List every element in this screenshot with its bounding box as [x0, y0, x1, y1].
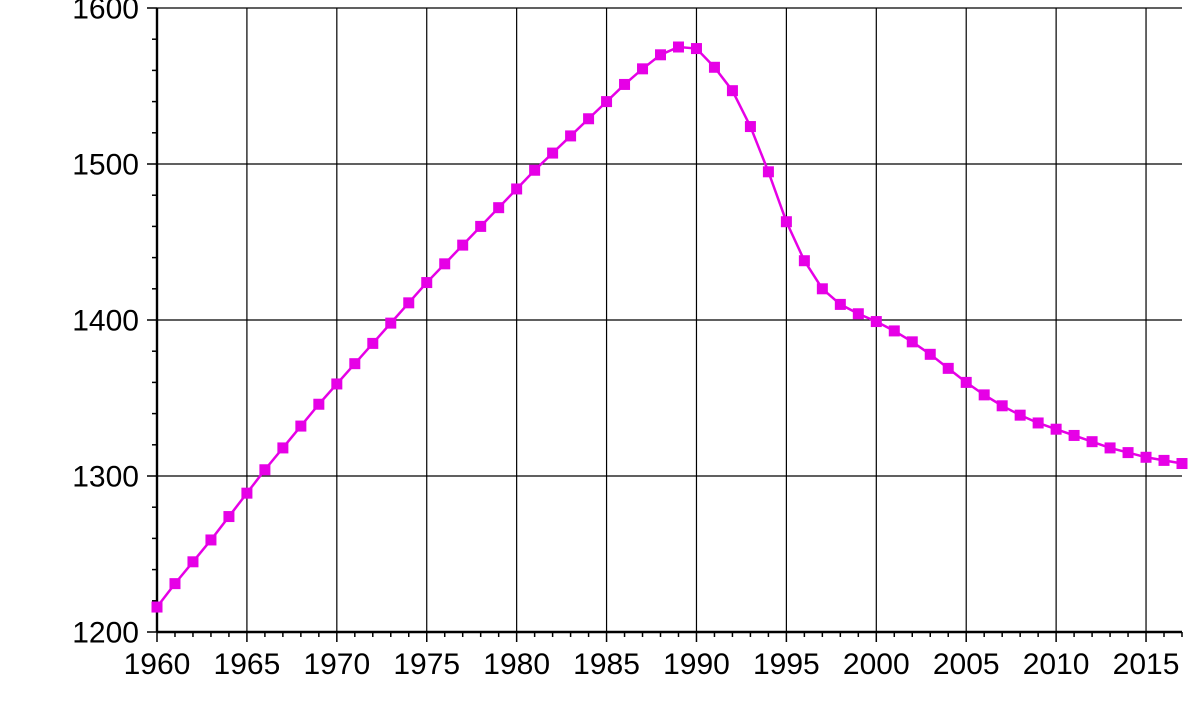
- y-tick-label: 1500: [72, 149, 139, 182]
- series-marker: [853, 309, 863, 319]
- chart-container: 1960 1965 1970 1975 1980 1985 1990 1995 2000 2005…: [0, 0, 1200, 720]
- y-tick-label: 1400: [72, 305, 139, 338]
- line-chart: 1960 1965 1970 1975 1980 1985 1990 1995 2000 2005…: [0, 0, 1200, 720]
- x-tick-label: 1985: [573, 648, 640, 681]
- series-marker: [206, 535, 216, 545]
- x-tick-label: 1970: [303, 648, 370, 681]
- series-marker: [1177, 459, 1187, 469]
- series-marker: [422, 278, 432, 288]
- series-marker: [1069, 430, 1079, 440]
- series-marker: [350, 359, 360, 369]
- series-marker: [1141, 452, 1151, 462]
- series-marker: [188, 557, 198, 567]
- series-marker: [260, 465, 270, 475]
- series-marker: [476, 221, 486, 231]
- series-marker: [979, 390, 989, 400]
- series-marker: [386, 318, 396, 328]
- series-marker: [278, 443, 288, 453]
- series-marker: [584, 114, 594, 124]
- series-marker: [494, 203, 504, 213]
- series-marker: [781, 217, 791, 227]
- series-marker: [907, 337, 917, 347]
- series-marker: [530, 165, 540, 175]
- series-marker: [961, 377, 971, 387]
- series-marker: [691, 44, 701, 54]
- series-marker: [602, 97, 612, 107]
- series-marker: [332, 379, 342, 389]
- series-marker: [763, 167, 773, 177]
- series-marker: [224, 512, 234, 522]
- series-marker: [1087, 437, 1097, 447]
- series-marker: [620, 79, 630, 89]
- x-tick-label: 2000: [843, 648, 910, 681]
- x-tick-label: 1990: [663, 648, 730, 681]
- x-tick-label: 1980: [483, 648, 550, 681]
- series-marker: [314, 399, 324, 409]
- series-marker: [673, 42, 683, 52]
- y-tick-label: 1600: [72, 0, 139, 26]
- series-marker: [548, 148, 558, 158]
- x-tick-label: 2015: [1113, 648, 1180, 681]
- x-tick-label: 1995: [753, 648, 820, 681]
- series-marker: [871, 317, 881, 327]
- series-marker: [997, 401, 1007, 411]
- series-marker: [152, 602, 162, 612]
- series-marker: [656, 50, 666, 60]
- series-marker: [1033, 418, 1043, 428]
- series-marker: [638, 64, 648, 74]
- series-marker: [727, 86, 737, 96]
- series-marker: [1123, 448, 1133, 458]
- series-marker: [835, 299, 845, 309]
- series-marker: [296, 421, 306, 431]
- series-marker: [512, 184, 522, 194]
- x-tick-label: 1975: [393, 648, 460, 681]
- y-tick-label: 1300: [72, 461, 139, 494]
- series-marker: [242, 488, 252, 498]
- series-marker: [889, 326, 899, 336]
- x-tick-label: 1965: [214, 648, 281, 681]
- series-marker: [368, 338, 378, 348]
- series-marker: [440, 259, 450, 269]
- series-marker: [1159, 455, 1169, 465]
- series-marker: [817, 284, 827, 294]
- series-marker: [799, 256, 809, 266]
- series-marker: [943, 363, 953, 373]
- series-marker: [709, 62, 719, 72]
- series-marker: [1051, 424, 1061, 434]
- series-marker: [170, 579, 180, 589]
- series-marker: [404, 298, 414, 308]
- series-marker: [458, 240, 468, 250]
- series-marker: [925, 349, 935, 359]
- x-tick-label: 2010: [1023, 648, 1090, 681]
- series-marker: [1015, 410, 1025, 420]
- y-tick-label: 1200: [72, 617, 139, 650]
- series-marker: [745, 122, 755, 132]
- x-tick-label: 2005: [933, 648, 1000, 681]
- series-marker: [566, 131, 576, 141]
- x-tick-label: 1960: [124, 648, 191, 681]
- series-marker: [1105, 443, 1115, 453]
